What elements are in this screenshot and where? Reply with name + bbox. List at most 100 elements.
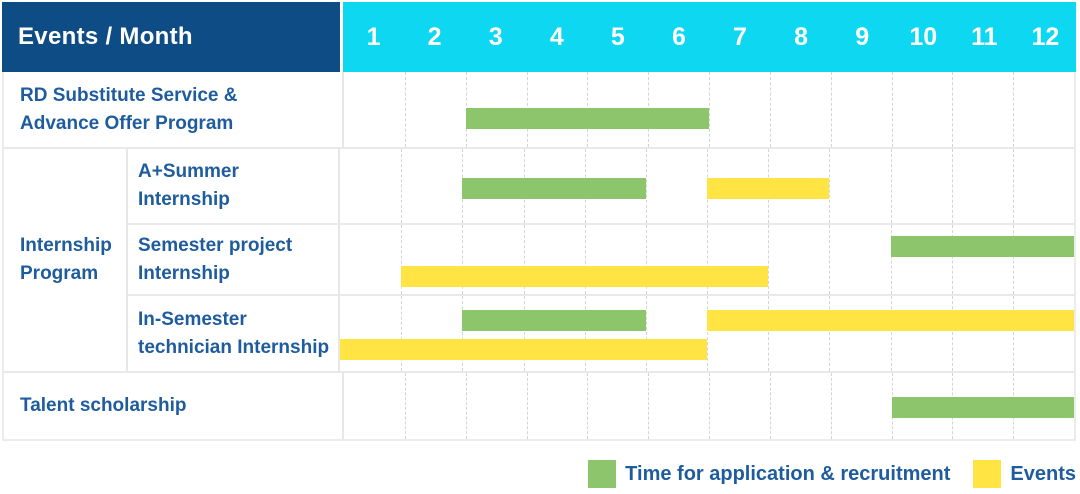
table-body: RD Substitute Service & Advance Offer Pr… xyxy=(2,72,1076,441)
month-gridline xyxy=(830,72,832,147)
gantt-chart-row xyxy=(340,296,1074,371)
month-gridline xyxy=(523,296,525,371)
month-gridline xyxy=(768,296,770,371)
row-label-line: RD Substitute Service & xyxy=(20,84,238,106)
row-group-label-internship-program: Internship Program xyxy=(4,149,128,371)
bar-events xyxy=(707,178,830,199)
month-gridline xyxy=(645,225,647,294)
month-label: 9 xyxy=(855,22,870,51)
legend-label-recruitment: Time for application & recruitment xyxy=(625,462,951,485)
month-gridline xyxy=(401,225,403,294)
month-label: 6 xyxy=(671,22,686,51)
month-label: 10 xyxy=(909,22,938,51)
month-label: 3 xyxy=(488,22,503,51)
row-label-rd-substitute: RD Substitute Service & Advance Offer Pr… xyxy=(4,72,342,147)
month-gridline xyxy=(952,72,954,147)
month-gridline xyxy=(890,296,892,371)
internship-program-rows: A+Summer Internship Semester project Int… xyxy=(128,149,1074,371)
month-label: 5 xyxy=(610,22,625,51)
month-gridline xyxy=(404,373,406,439)
bar-events xyxy=(707,310,1074,331)
header-events-month-cell: Events / Month xyxy=(2,2,340,72)
gantt-chart-row xyxy=(342,72,1074,147)
month-gridline xyxy=(709,72,710,147)
month-gridline xyxy=(401,296,403,371)
month-gridline xyxy=(462,296,464,371)
bar-recruitment xyxy=(465,108,709,129)
month-gridline xyxy=(523,225,525,294)
row-label-a-plus-summer: A+Summer Internship xyxy=(128,149,340,223)
row-label-line: In-Semester xyxy=(138,308,247,330)
month-header-strip: 1 2 3 4 5 6 7 8 9 10 11 12 xyxy=(343,2,1076,72)
bar-events xyxy=(340,339,707,360)
row-label-in-semester-technician: In-Semester technician Internship xyxy=(128,296,340,371)
month-gridline xyxy=(584,296,586,371)
month-gridline xyxy=(829,296,831,371)
month-gridline xyxy=(1012,225,1014,294)
row-label-line: A+Summer xyxy=(138,161,239,182)
month-gridline xyxy=(648,373,650,439)
bar-recruitment xyxy=(890,236,1074,257)
table-row: RD Substitute Service & Advance Offer Pr… xyxy=(4,72,1074,147)
month-gridline xyxy=(768,225,770,294)
month-gridline xyxy=(401,149,403,223)
row-label-line: Semester project xyxy=(138,234,293,256)
legend-swatch-recruitment xyxy=(588,460,617,488)
month-gridline xyxy=(829,225,831,294)
bar-recruitment xyxy=(891,397,1074,418)
bar-events xyxy=(401,266,769,287)
month-gridline xyxy=(526,373,528,439)
month-gridline xyxy=(1012,149,1014,223)
month-label: 8 xyxy=(794,22,809,51)
table-header-row: Events / Month 1 2 3 4 5 6 7 8 9 10 11 12 xyxy=(2,2,1076,72)
gantt-chart-row xyxy=(340,149,1074,223)
month-label: 7 xyxy=(733,22,747,51)
gantt-chart-row xyxy=(340,225,1074,294)
month-gridline xyxy=(890,149,892,223)
month-gridline xyxy=(465,373,467,439)
gantt-table: Events / Month 1 2 3 4 5 6 7 8 9 10 11 12 RD Substi… xyxy=(2,2,1076,441)
month-gridline xyxy=(645,149,647,223)
table-row: In-Semester technician Internship xyxy=(128,294,1074,371)
month-label: 11 xyxy=(971,22,998,51)
table-row: A+Summer Internship xyxy=(128,149,1074,223)
table-row: Talent scholarship xyxy=(4,371,1074,439)
month-gridline xyxy=(769,373,771,439)
month-gridline xyxy=(587,373,589,439)
month-gridline xyxy=(1012,296,1014,371)
month-label: 12 xyxy=(1031,22,1060,51)
month-label: 2 xyxy=(427,22,442,51)
row-label-line: Advance Offer Program xyxy=(20,112,234,134)
month-gridline xyxy=(1013,72,1015,147)
chart-legend: Time for application & recruitment Event… xyxy=(588,458,1076,490)
row-label-line: Internship xyxy=(138,262,230,284)
row-label-line: Talent scholarship xyxy=(20,395,187,416)
month-gridline xyxy=(951,149,953,223)
internship-program-group: Internship Program A+Summer Internship S… xyxy=(4,147,1074,371)
row-label-line: Internship xyxy=(138,189,230,210)
table-row: Semester project Internship xyxy=(128,223,1074,294)
bar-recruitment xyxy=(462,178,646,199)
month-gridline xyxy=(951,296,953,371)
legend-label-events: Events xyxy=(1010,462,1076,485)
row-label-semester-project: Semester project Internship xyxy=(128,225,340,294)
month-gridline xyxy=(584,225,586,294)
month-label: 1 xyxy=(366,22,381,51)
row-label-line: technician Internship xyxy=(138,336,330,358)
month-gridline xyxy=(829,149,831,223)
group-label-line: Program xyxy=(20,263,99,284)
month-gridline xyxy=(707,225,708,294)
month-gridline xyxy=(462,225,464,294)
legend-swatch-events xyxy=(973,460,1002,488)
month-gridline xyxy=(707,296,708,371)
month-gridline xyxy=(404,72,406,147)
month-gridline xyxy=(769,72,771,147)
month-gridline xyxy=(645,296,647,371)
bar-recruitment xyxy=(462,310,646,331)
month-gridline xyxy=(709,373,710,439)
gantt-chart-row xyxy=(342,373,1074,439)
month-gridline xyxy=(890,225,892,294)
row-label-talent-scholarship: Talent scholarship xyxy=(4,373,342,439)
month-gridline xyxy=(891,72,893,147)
